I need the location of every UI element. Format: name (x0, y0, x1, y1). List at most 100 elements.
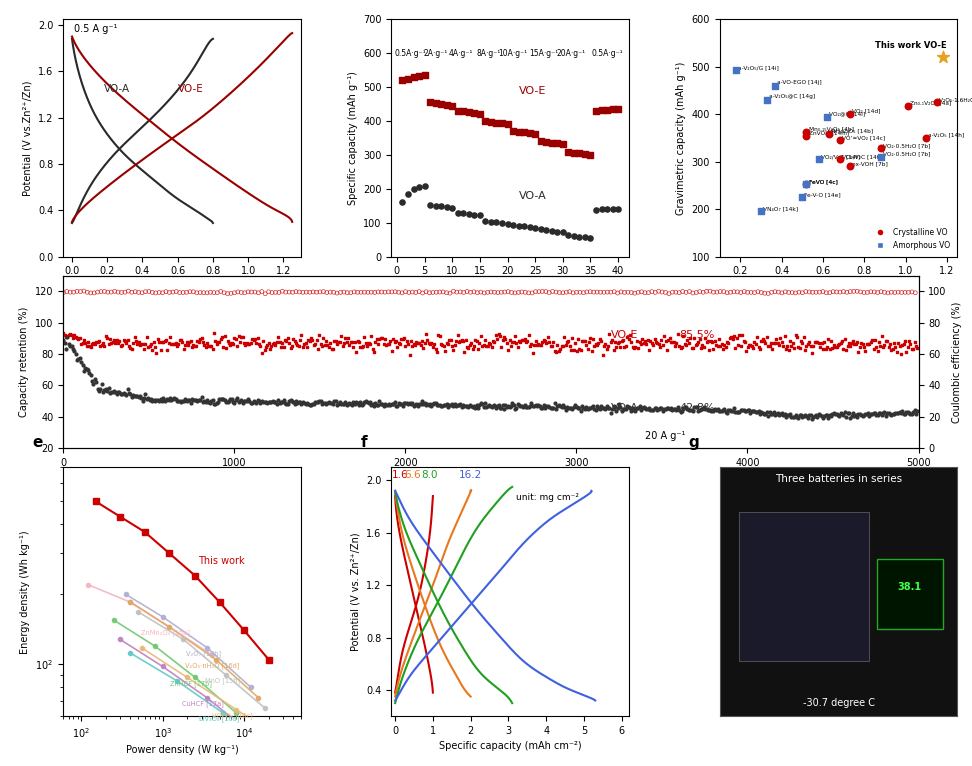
Point (323, 337, 338, 349)
Point (749, 331, 765, 343)
Point (158, 286, 174, 298)
Point (565, 332, 580, 344)
Point (343, 286, 359, 299)
Point (542, 339, 558, 352)
Point (109, 388, 124, 400)
Point (213, 285, 228, 297)
Point (274, 336, 290, 349)
Point (276, 394, 292, 406)
Point (588, 105, 604, 117)
Point (538, 337, 554, 349)
Point (800, 339, 816, 351)
Point (370, 338, 386, 350)
Point (462, 339, 477, 351)
Point (62, 286, 78, 298)
Point (603, 407, 618, 419)
Point (126, 331, 142, 343)
Point (252, 394, 267, 407)
Point (794, 191, 810, 203)
Point (685, 287, 701, 300)
Point (814, 337, 829, 349)
Point (172, 334, 188, 346)
Point (210, 286, 226, 299)
Point (668, 403, 683, 415)
Point (277, 333, 293, 345)
Point (187, 394, 202, 406)
Point (321, 340, 336, 352)
Point (230, 286, 246, 298)
Point (293, 334, 308, 346)
Point (440, 338, 456, 350)
Point (153, 393, 168, 405)
Point (823, 410, 839, 422)
Point (224, 287, 239, 300)
Point (809, 336, 824, 348)
Point (610, 203, 626, 215)
Point (861, 410, 877, 422)
Point (445, 400, 461, 412)
Point (880, 407, 895, 419)
Point (830, 409, 846, 421)
Point (619, 330, 635, 342)
Point (763, 337, 779, 349)
Point (609, 337, 625, 349)
Point (176, 394, 191, 407)
Point (703, 405, 718, 417)
Point (797, 408, 813, 421)
Point (55, 326, 71, 339)
Point (569, 401, 584, 414)
Point (376, 399, 392, 411)
Point (467, 400, 482, 412)
Point (606, 400, 621, 412)
Point (98, 330, 114, 342)
Point (842, 160, 857, 172)
Point (829, 340, 845, 352)
Point (119, 388, 134, 401)
Point (884, 344, 899, 356)
Point (421, 399, 436, 411)
Point (309, 395, 325, 408)
Point (768, 80, 783, 92)
Point (81, 364, 96, 376)
Point (681, 286, 697, 298)
Point (230, 330, 246, 342)
Point (844, 411, 859, 423)
Point (766, 337, 781, 349)
Point (170, 339, 186, 351)
Point (233, 286, 249, 299)
Point (689, 401, 705, 414)
Y-axis label: Coulombic efficiency (%): Coulombic efficiency (%) (953, 301, 962, 423)
Point (476, 286, 492, 299)
Point (648, 336, 664, 349)
Point (413, 398, 429, 411)
Point (767, 286, 782, 298)
Point (314, 398, 330, 410)
Point (802, 408, 817, 421)
Point (644, 404, 660, 416)
Point (568, 337, 583, 349)
Point (326, 286, 341, 299)
Point (270, 394, 286, 406)
Point (307, 396, 323, 408)
Point (400, 188, 416, 200)
Point (869, 409, 885, 421)
Point (672, 404, 687, 416)
Point (485, 335, 501, 347)
Point (420, 398, 435, 411)
Point (404, 398, 420, 410)
Point (728, 342, 744, 354)
Point (484, 401, 500, 413)
Point (148, 286, 163, 299)
Point (404, 340, 420, 352)
Point (72, 352, 87, 365)
Point (629, 402, 644, 414)
Point (291, 396, 306, 408)
Y-axis label: Gravimetric capacity (mAh g⁻¹): Gravimetric capacity (mAh g⁻¹) (676, 61, 686, 214)
Point (330, 398, 345, 411)
Y-axis label: Energy density (Wh kg⁻¹): Energy density (Wh kg⁻¹) (19, 530, 30, 653)
Point (606, 343, 621, 355)
Point (611, 398, 627, 410)
Point (658, 335, 674, 347)
Point (575, 286, 591, 299)
Point (260, 339, 275, 352)
